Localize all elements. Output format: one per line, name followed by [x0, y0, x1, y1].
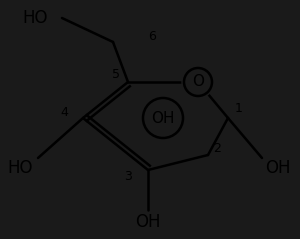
Text: O: O: [192, 75, 204, 89]
Circle shape: [141, 96, 185, 140]
Text: 6: 6: [148, 29, 156, 43]
Text: OH: OH: [135, 213, 161, 231]
Text: 5: 5: [112, 69, 120, 81]
Text: 3: 3: [124, 170, 132, 184]
Circle shape: [182, 66, 214, 98]
Text: 2: 2: [213, 141, 221, 154]
Text: OH: OH: [151, 110, 175, 125]
Text: 1: 1: [235, 102, 243, 114]
Text: HO: HO: [7, 159, 33, 177]
Text: OH: OH: [265, 159, 291, 177]
Text: 4: 4: [60, 105, 68, 119]
Text: HO: HO: [22, 9, 48, 27]
